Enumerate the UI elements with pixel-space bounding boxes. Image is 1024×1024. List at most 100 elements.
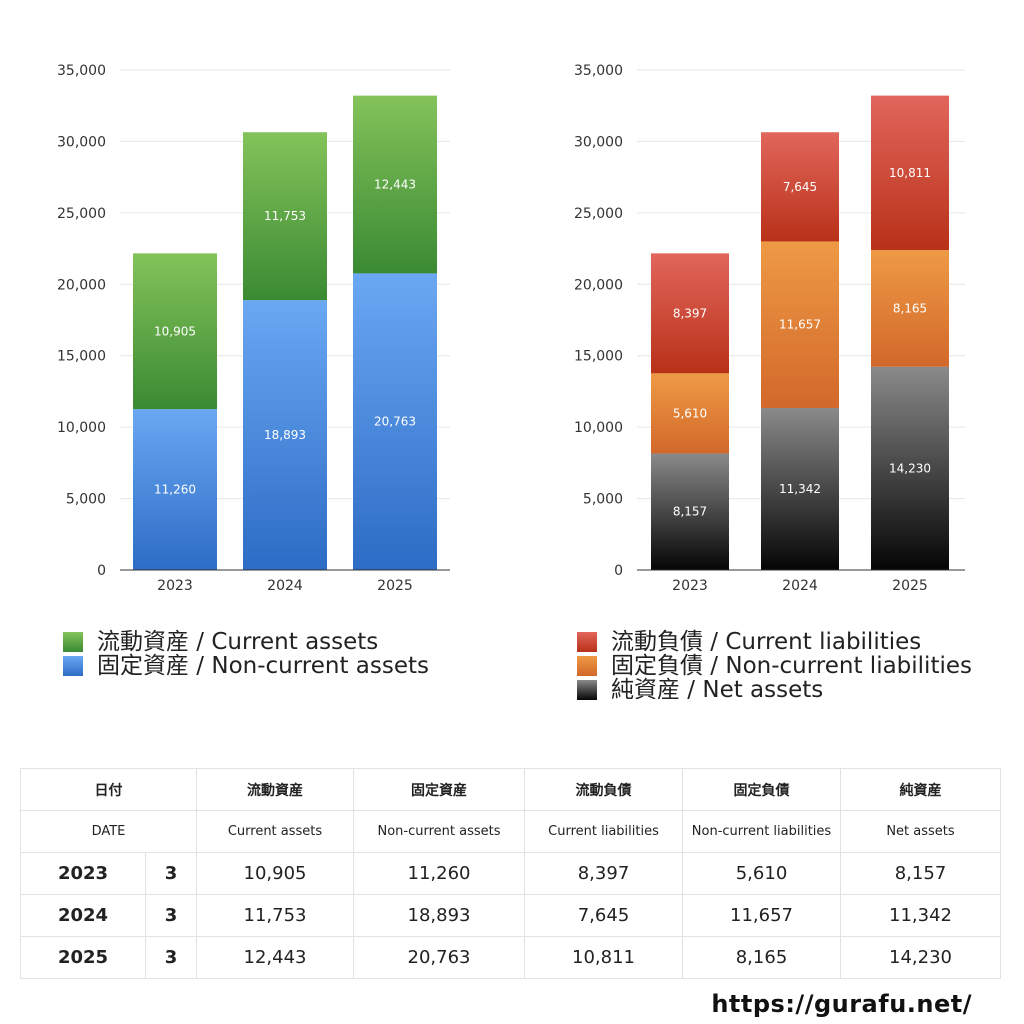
y-tick-label: 25,000 bbox=[57, 206, 106, 222]
bar-value-label: 12,443 bbox=[374, 178, 416, 192]
legend-swatch bbox=[577, 680, 597, 700]
legend-item: 純資産 / Net assets bbox=[577, 678, 972, 702]
table-row: 2023 3 10,905 11,260 8,397 5,610 8,157 bbox=[20, 852, 1001, 895]
y-tick-label: 20,000 bbox=[574, 277, 623, 293]
legend-item: 固定負債 / Non-current liabilities bbox=[577, 654, 972, 678]
x-tick-label: 2024 bbox=[267, 578, 303, 594]
y-tick-label: 10,000 bbox=[57, 420, 106, 436]
bar-segment bbox=[651, 453, 729, 570]
bar-value-label: 8,157 bbox=[673, 505, 707, 519]
bar-segment bbox=[871, 95, 949, 251]
bar-value-label: 7,645 bbox=[783, 180, 817, 194]
cell-noncurrent-liabilities: 11,657 bbox=[682, 894, 841, 937]
y-tick-label: 0 bbox=[97, 563, 106, 579]
header-current-liabilities-jp: 流動負債 bbox=[524, 768, 683, 811]
x-tick-label: 2024 bbox=[782, 578, 818, 594]
bar-value-label: 10,905 bbox=[154, 324, 196, 338]
liabilities-legend: 流動負債 / Current liabilities 固定負債 / Non-cur… bbox=[577, 630, 972, 702]
y-tick-label: 5,000 bbox=[583, 492, 623, 508]
bar-segment bbox=[871, 250, 949, 367]
header-current-assets-jp: 流動資産 bbox=[196, 768, 354, 811]
y-tick-label: 10,000 bbox=[574, 420, 623, 436]
bar-value-label: 20,763 bbox=[374, 415, 416, 429]
cell-noncurrent-liabilities: 8,165 bbox=[682, 936, 841, 979]
cell-current-assets: 12,443 bbox=[196, 936, 354, 979]
cell-net-assets: 11,342 bbox=[840, 894, 1001, 937]
bar-segment bbox=[133, 409, 217, 570]
bar-segment bbox=[133, 253, 217, 410]
x-tick-label: 2023 bbox=[157, 578, 193, 594]
row-month: 3 bbox=[145, 936, 197, 979]
assets-chart: 0 5,000 10,000 15,000 20,000 25,000 30,000 35,0… bbox=[57, 63, 450, 594]
header-net-assets-en: Net assets bbox=[840, 810, 1001, 853]
bar-value-label: 11,753 bbox=[264, 209, 306, 223]
x-tick-label: 2025 bbox=[377, 578, 413, 594]
legend-label: 純資産 / Net assets bbox=[611, 677, 824, 703]
cell-net-assets: 8,157 bbox=[840, 852, 1001, 895]
legend-label: 固定資産 / Non-current assets bbox=[97, 653, 430, 679]
bar-segment bbox=[761, 241, 839, 408]
legend-item: 流動負債 / Current liabilities bbox=[577, 630, 972, 654]
bar-value-label: 8,397 bbox=[673, 306, 707, 320]
table-row: 2025 3 12,443 20,763 10,811 8,165 14,230 bbox=[20, 936, 1001, 979]
cell-noncurrent-assets: 18,893 bbox=[353, 894, 525, 937]
bar-value-label: 14,230 bbox=[889, 461, 931, 475]
table-header-en: DATE Current assets Non-current assets C… bbox=[20, 810, 1001, 853]
legend-label: 固定負債 / Non-current liabilities bbox=[611, 653, 972, 679]
header-noncurrent-liabilities-en: Non-current liabilities bbox=[682, 810, 841, 853]
header-current-liabilities-en: Current liabilities bbox=[524, 810, 683, 853]
legend-swatch bbox=[577, 632, 597, 652]
cell-noncurrent-assets: 20,763 bbox=[353, 936, 525, 979]
header-noncurrent-liabilities-jp: 固定負債 bbox=[682, 768, 841, 811]
cell-current-liabilities: 8,397 bbox=[524, 852, 683, 895]
cell-noncurrent-assets: 11,260 bbox=[353, 852, 525, 895]
bar-segment bbox=[243, 300, 327, 570]
y-tick-label: 35,000 bbox=[57, 63, 106, 79]
legend-label: 流動資産 / Current assets bbox=[97, 629, 379, 655]
header-date-jp: 日付 bbox=[20, 768, 197, 811]
header-noncurrent-assets-en: Non-current assets bbox=[353, 810, 525, 853]
x-tick-label: 2023 bbox=[672, 578, 708, 594]
y-tick-label: 30,000 bbox=[574, 134, 623, 150]
bar-segment bbox=[871, 366, 949, 570]
header-current-assets-en: Current assets bbox=[196, 810, 354, 853]
bar-value-label: 10,811 bbox=[889, 166, 931, 180]
table-header-jp: 日付 流動資産 固定資産 流動負債 固定負債 純資産 bbox=[20, 768, 1001, 811]
cell-current-assets: 10,905 bbox=[196, 852, 354, 895]
bar-value-label: 5,610 bbox=[673, 406, 707, 420]
table-row: 2024 3 11,753 18,893 7,645 11,657 11,342 bbox=[20, 894, 1001, 937]
legend-swatch bbox=[577, 656, 597, 676]
liabilities-chart: 0 5,000 10,000 15,000 20,000 25,000 30,000 35,0… bbox=[574, 63, 965, 594]
cell-noncurrent-liabilities: 5,610 bbox=[682, 852, 841, 895]
row-year: 2025 bbox=[20, 936, 146, 979]
y-tick-label: 5,000 bbox=[66, 492, 106, 508]
legend-item: 固定資産 / Non-current assets bbox=[63, 654, 429, 678]
row-month: 3 bbox=[145, 894, 197, 937]
bar-segment bbox=[651, 373, 729, 454]
row-year: 2024 bbox=[20, 894, 146, 937]
y-tick-label: 25,000 bbox=[574, 206, 623, 222]
y-tick-label: 15,000 bbox=[574, 349, 623, 365]
legend-swatch bbox=[63, 632, 83, 652]
bar-value-label: 11,342 bbox=[779, 482, 821, 496]
row-month: 3 bbox=[145, 852, 197, 895]
bar-segment bbox=[353, 95, 437, 274]
header-net-assets-jp: 純資産 bbox=[840, 768, 1001, 811]
bar-segment bbox=[243, 132, 327, 301]
bar-segment bbox=[761, 132, 839, 242]
bar-segment bbox=[651, 253, 729, 374]
y-tick-label: 30,000 bbox=[57, 134, 106, 150]
y-tick-label: 0 bbox=[614, 563, 623, 579]
legend-label: 流動負債 / Current liabilities bbox=[611, 629, 922, 655]
assets-legend: 流動資産 / Current assets 固定資産 / Non-current … bbox=[63, 630, 429, 678]
y-tick-label: 35,000 bbox=[574, 63, 623, 79]
bar-value-label: 11,260 bbox=[154, 483, 196, 497]
site-url[interactable]: https://gurafu.net/ bbox=[711, 990, 972, 1018]
bar-value-label: 8,165 bbox=[893, 301, 927, 315]
y-tick-label: 20,000 bbox=[57, 277, 106, 293]
data-table: 日付 流動資産 固定資産 流動負債 固定負債 純資産 DATE Current … bbox=[20, 768, 1001, 979]
cell-current-assets: 11,753 bbox=[196, 894, 354, 937]
row-year: 2023 bbox=[20, 852, 146, 895]
cell-current-liabilities: 7,645 bbox=[524, 894, 683, 937]
y-tick-label: 15,000 bbox=[57, 349, 106, 365]
